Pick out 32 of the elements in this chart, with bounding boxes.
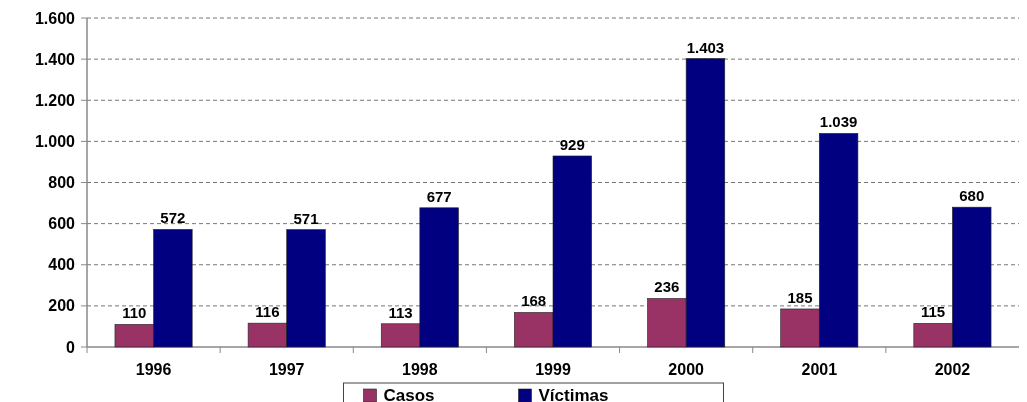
y-tick-label: 1.200 [34, 91, 76, 109]
data-label: 572 [160, 209, 186, 227]
x-tick-label: 1996 [135, 361, 172, 378]
data-label: 1.039 [819, 113, 858, 131]
x-tick-label: 1998 [402, 361, 438, 378]
legend-label: Casos [383, 385, 435, 402]
y-tick-label: 1.000 [34, 132, 76, 150]
x-tick-label: 1997 [268, 361, 305, 378]
data-label: 680 [959, 187, 985, 205]
data-label: 168 [521, 292, 547, 310]
y-tick-label: 400 [48, 256, 76, 274]
data-label: 185 [787, 288, 813, 306]
y-tick-label: 1.600 [34, 9, 76, 27]
y-tick-label: 800 [48, 174, 76, 192]
data-label: 116 [255, 303, 280, 321]
data-label: 110 [122, 304, 147, 322]
y-tick-label: 0 [66, 338, 76, 356]
data-label: 571 [293, 209, 319, 227]
x-tick-label: 1999 [535, 361, 571, 378]
legend-label: Víctimas [538, 385, 609, 402]
x-tick-label: 2001 [801, 361, 838, 378]
data-label: 1.403 [686, 38, 725, 56]
y-tick-label: 600 [48, 215, 76, 233]
data-label: 236 [654, 278, 680, 296]
x-tick-label: 2000 [668, 361, 705, 378]
x-tick-label: 2002 [934, 361, 971, 378]
data-label: 677 [426, 187, 452, 205]
y-tick-label: 200 [48, 297, 76, 315]
data-label: 929 [559, 135, 585, 153]
data-label: 113 [388, 303, 413, 321]
y-tick-label: 1.400 [34, 50, 76, 68]
data-label: 115 [921, 303, 946, 321]
